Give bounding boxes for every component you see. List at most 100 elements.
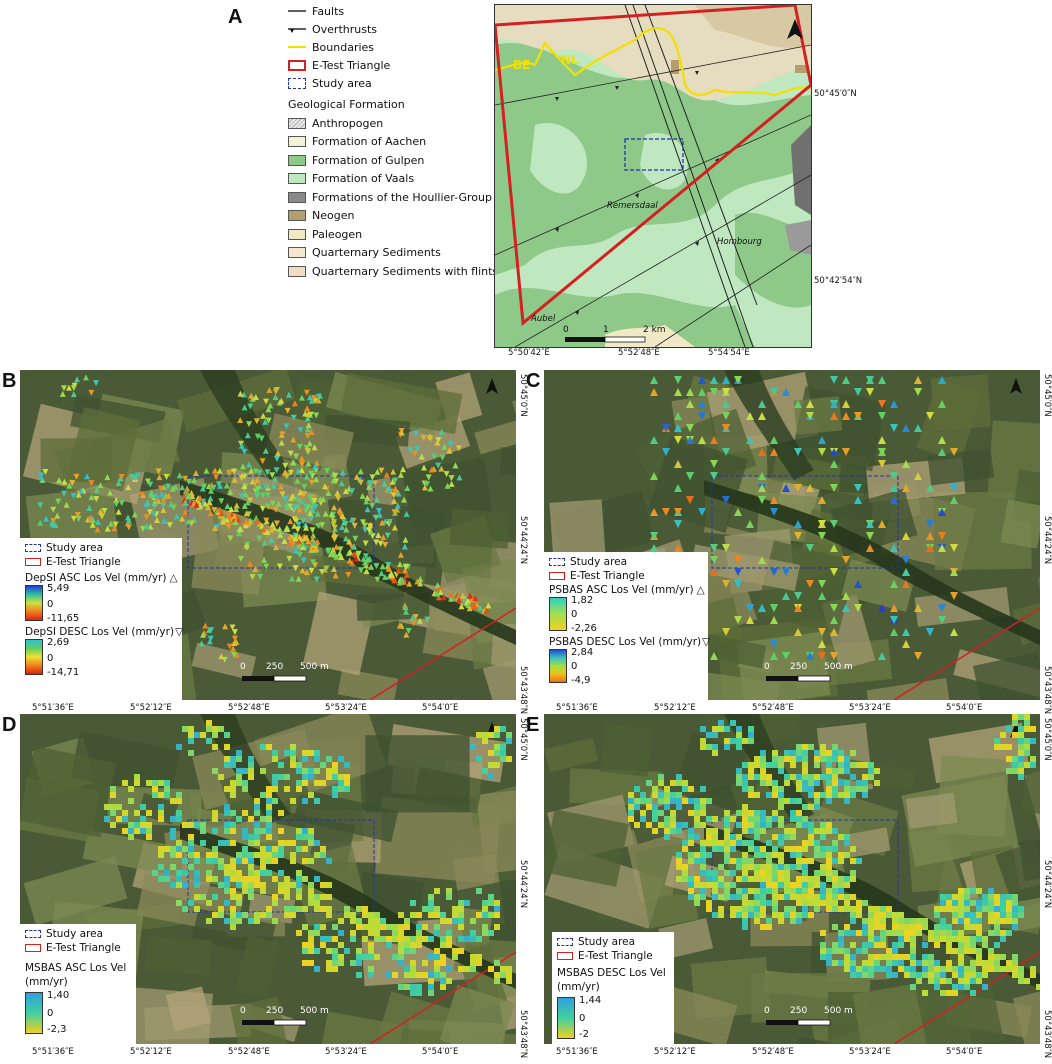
msbas-pixel [128, 828, 134, 834]
msbas-pixel [748, 840, 754, 846]
msbas-pixel [970, 948, 976, 954]
ps-point [902, 640, 910, 648]
msbas-pixel [820, 792, 826, 798]
ps-point [308, 470, 315, 477]
msbas-pixel [392, 954, 398, 960]
msbas-pixel [1012, 912, 1018, 918]
ps-point [277, 483, 284, 490]
ps-point [938, 436, 946, 444]
msbas-pixel [790, 750, 796, 756]
msbas-pixel [724, 744, 730, 750]
msbas-pixel [922, 924, 928, 930]
ps-point [806, 484, 814, 492]
msbas-pixel [242, 768, 248, 774]
ps-point [261, 539, 268, 546]
msbas-pixel [796, 744, 802, 750]
msbas-pixel [308, 828, 314, 834]
legend-boundaries-label: Boundaries [312, 40, 375, 54]
msbas-pixel [748, 822, 754, 828]
msbas-pixel [272, 846, 278, 852]
ps-point [866, 544, 874, 552]
msbas-pixel [832, 792, 838, 798]
ps-point [448, 595, 455, 602]
ps-point [309, 527, 316, 534]
ps-point [198, 640, 205, 647]
ps-point [298, 394, 305, 401]
ps-point [398, 429, 405, 436]
ps-point [866, 520, 874, 528]
ps-point [308, 515, 315, 522]
ps-point [722, 376, 730, 384]
msbas-pixel [748, 816, 754, 822]
msbas-pixel [730, 846, 736, 852]
msbas-pixel [368, 924, 374, 930]
msbas-pixel [760, 906, 766, 912]
ps-point [252, 393, 259, 400]
legend-c-asc-title: PSBAS ASC Los Vel (mm/yr) △ [549, 583, 705, 597]
ps-point [266, 387, 273, 394]
scale-end: 500 m [300, 662, 329, 672]
msbas-pixel [682, 786, 688, 792]
msbas-pixel [134, 780, 140, 786]
msbas-pixel [338, 774, 344, 780]
msbas-pixel [766, 864, 772, 870]
msbas-pixel [976, 972, 982, 978]
msbas-pixel [988, 906, 994, 912]
ps-point [830, 376, 838, 384]
msbas-pixel [482, 732, 488, 738]
legend-e-max: 1,44 [579, 995, 602, 1006]
msbas-pixel [706, 840, 712, 846]
msbas-pixel [784, 876, 790, 882]
study-swatch-icon [288, 77, 306, 89]
msbas-pixel [290, 858, 296, 864]
msbas-pixel [326, 756, 332, 762]
ps-point [806, 580, 814, 588]
ps-point [902, 628, 910, 636]
msbas-pixel [224, 888, 230, 894]
msbas-pixel [266, 858, 272, 864]
msbas-pixel [482, 900, 488, 906]
msbas-pixel [958, 900, 964, 906]
msbas-pixel [856, 786, 862, 792]
msbas-pixel [260, 816, 266, 822]
msbas-pixel [296, 930, 302, 936]
msbas-pixel [838, 750, 844, 756]
ps-point [926, 520, 934, 528]
ps-point [299, 461, 306, 468]
msbas-pixel [284, 876, 290, 882]
msbas-pixel [194, 876, 200, 882]
msbas-pixel [134, 774, 140, 780]
msbas-pixel [482, 930, 488, 936]
ps-point [734, 556, 742, 564]
ps-point [722, 388, 730, 396]
msbas-pixel [784, 882, 790, 888]
msbas-pixel [796, 798, 802, 804]
msbas-pixel [628, 798, 634, 804]
ps-point [866, 376, 874, 384]
msbas-pixel [646, 804, 652, 810]
msbas-pixel [832, 882, 838, 888]
ps-point [414, 578, 421, 585]
msbas-pixel [946, 936, 952, 942]
msbas-pixel [934, 978, 940, 984]
ps-point [418, 453, 425, 460]
coord-x-label: 5°52′48″E [752, 703, 794, 713]
msbas-pixel [398, 948, 404, 954]
scale-mid: 250 [266, 1006, 284, 1016]
msbas-pixel [188, 840, 194, 846]
ps-point [938, 448, 946, 456]
msbas-pixel [712, 828, 718, 834]
ps-point [926, 412, 934, 420]
msbas-pixel [700, 810, 706, 816]
ps-point [289, 492, 296, 499]
msbas-pixel [838, 888, 844, 894]
msbas-pixel [790, 906, 796, 912]
ps-point [477, 604, 484, 611]
legend-formation-label: Quarternary Sediments [312, 246, 441, 259]
msbas-pixel [206, 720, 212, 726]
msbas-pixel [724, 870, 730, 876]
coord-a-y0: 50°45′0″N [814, 89, 857, 99]
msbas-pixel [742, 858, 748, 864]
msbas-pixel [982, 966, 988, 972]
ps-point [926, 628, 934, 636]
